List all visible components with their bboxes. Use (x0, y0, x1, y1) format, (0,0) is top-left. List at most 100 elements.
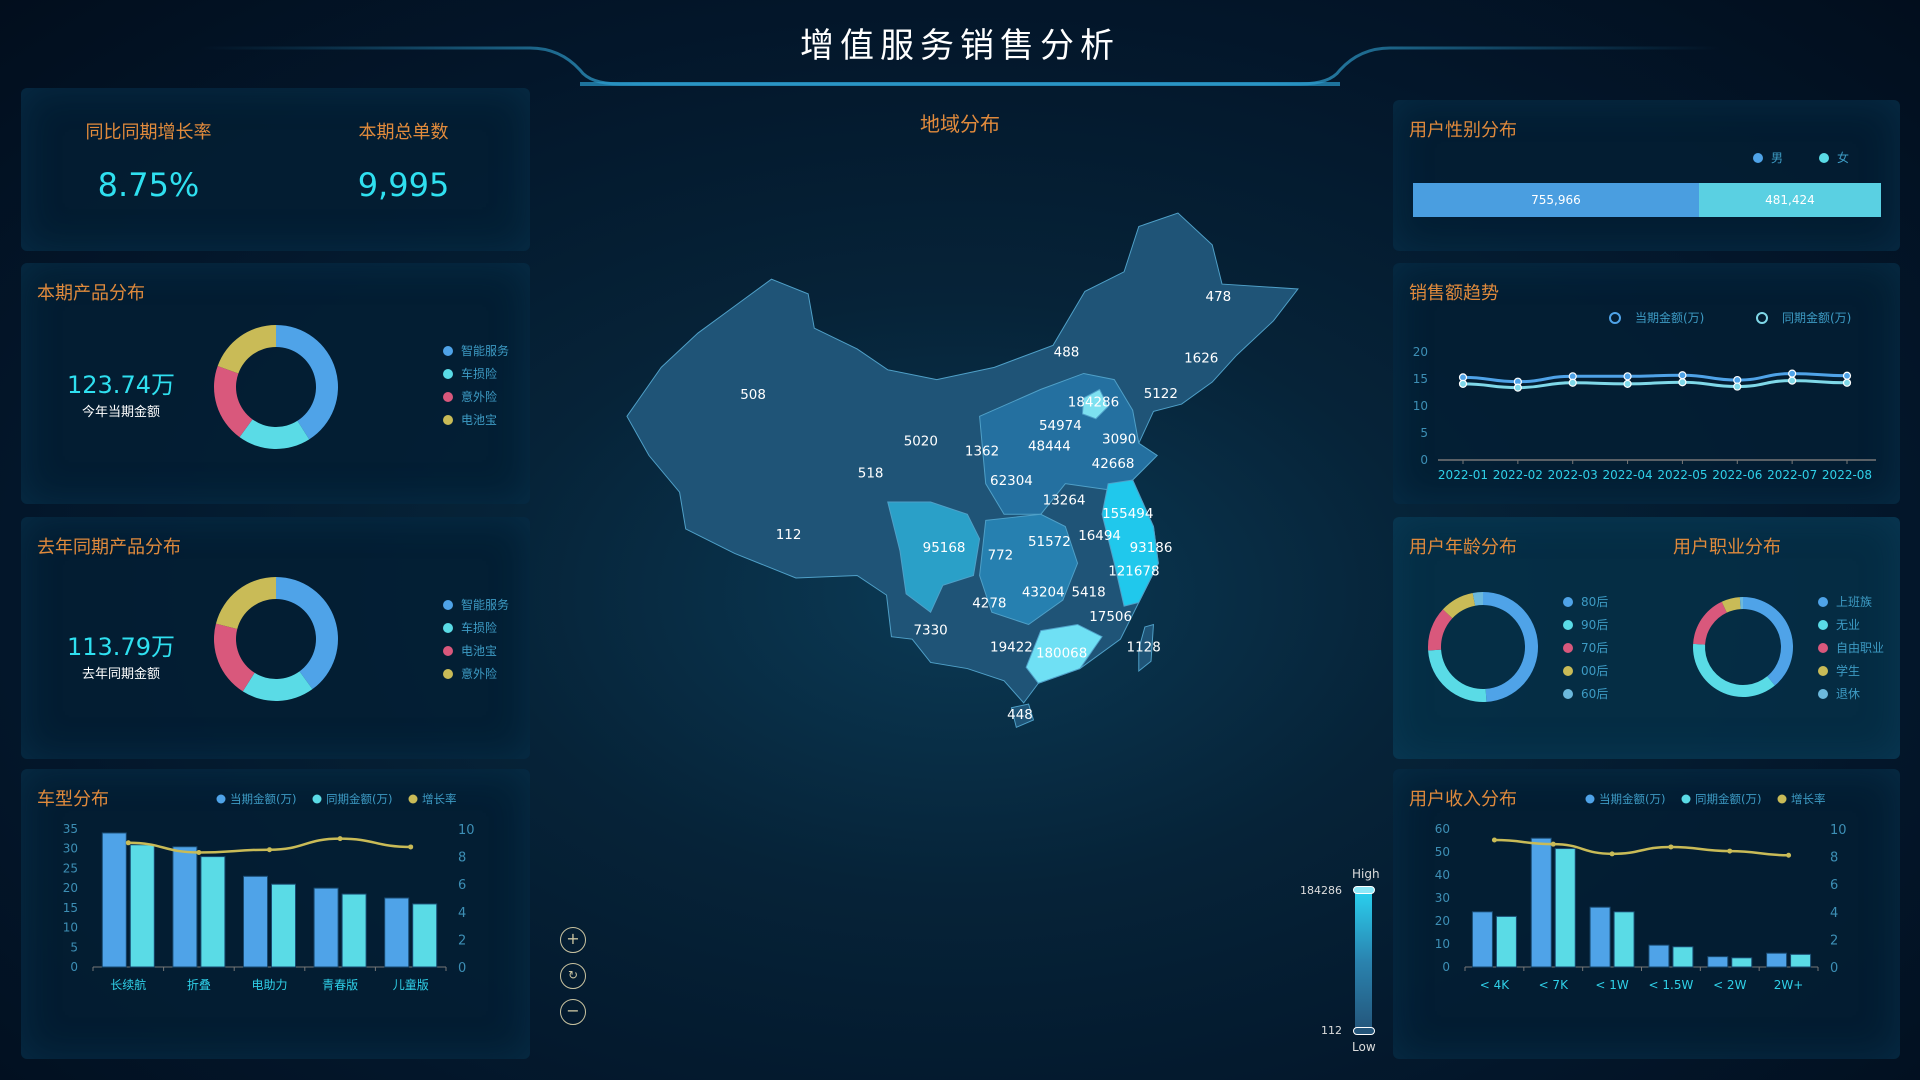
jiangsu-region[interactable] (1101, 479, 1159, 607)
line-point[interactable] (1513, 383, 1522, 392)
bar[interactable] (200, 856, 226, 968)
bar[interactable] (1530, 837, 1552, 968)
line-point[interactable] (1623, 379, 1632, 388)
legend-item[interactable]: 车损险 (443, 362, 509, 385)
bar[interactable] (1731, 957, 1753, 968)
male-segment[interactable]: 755,966 (1413, 183, 1699, 217)
line-point[interactable] (267, 847, 272, 853)
line-point[interactable] (1458, 379, 1468, 388)
line-point[interactable] (1550, 841, 1556, 847)
legend-label[interactable]: 当期金额(万) (1599, 792, 1665, 806)
legend-label[interactable]: 增长率 (422, 792, 457, 806)
donut-slice[interactable] (1483, 592, 1538, 702)
donut-slice[interactable] (1428, 609, 1453, 651)
line-point[interactable] (1668, 844, 1674, 850)
legend-item[interactable]: 电池宝 (443, 639, 509, 662)
line-point[interactable] (125, 840, 131, 846)
bar[interactable] (412, 903, 438, 968)
legend-item[interactable]: 智能服务 (443, 339, 509, 362)
bar[interactable] (271, 883, 297, 968)
bar[interactable] (1648, 944, 1670, 968)
legend-item[interactable]: 车损险 (443, 616, 509, 639)
legend-item[interactable]: 意外险 (443, 662, 509, 685)
donut-slice[interactable] (1743, 597, 1793, 686)
line-point[interactable] (408, 844, 414, 850)
bar[interactable] (384, 897, 410, 968)
bar[interactable] (1589, 906, 1611, 968)
zoom-out-button[interactable]: − (560, 999, 586, 1025)
line-point[interactable] (1491, 837, 1497, 843)
visualmap-low-handle[interactable] (1353, 1027, 1375, 1035)
bar[interactable] (129, 844, 155, 968)
line-point[interactable] (337, 836, 343, 842)
line-point[interactable] (1842, 378, 1852, 387)
line-point[interactable] (1788, 376, 1797, 385)
donut-slice[interactable] (1693, 601, 1727, 645)
donut-slice[interactable] (214, 365, 253, 438)
donut-slice[interactable] (242, 671, 313, 701)
female-segment[interactable]: 481,424 (1698, 183, 1881, 217)
legend-item[interactable]: 60后 (1563, 682, 1608, 705)
line-point[interactable] (1786, 852, 1792, 858)
bar[interactable] (341, 893, 367, 968)
legend-item[interactable]: 电池宝 (443, 408, 509, 431)
bar[interactable] (242, 875, 269, 968)
bar[interactable] (1554, 848, 1576, 968)
line-point[interactable] (1678, 378, 1687, 387)
guangdong-region[interactable] (1025, 623, 1103, 684)
legend-item[interactable]: 智能服务 (443, 593, 509, 616)
legend-item[interactable]: 90后 (1563, 613, 1608, 636)
legend-label[interactable]: 当期金额(万) (1635, 310, 1704, 325)
legend-label[interactable]: 增长率 (1791, 792, 1826, 806)
bar[interactable] (101, 832, 127, 968)
bar[interactable] (1495, 915, 1517, 968)
line-point[interactable] (1568, 378, 1577, 387)
legend-item[interactable]: 意外险 (443, 385, 509, 408)
legend-label[interactable]: 同期金额(万) (1695, 792, 1761, 806)
bar[interactable] (172, 846, 198, 968)
bar[interactable] (1790, 953, 1812, 968)
sichuan-region[interactable] (887, 501, 981, 614)
visualmap-high-handle[interactable] (1353, 886, 1375, 894)
legend-item[interactable]: 退休 (1818, 682, 1884, 705)
bar[interactable] (1613, 911, 1635, 968)
beijing-region[interactable] (1081, 388, 1109, 420)
donut-slice[interactable] (1428, 649, 1487, 702)
line-point[interactable] (196, 849, 202, 855)
donut-slice[interactable] (217, 325, 276, 374)
central-region[interactable] (979, 513, 1079, 626)
legend-item[interactable]: 自由职业 (1818, 636, 1884, 659)
donut-slice[interactable] (1472, 592, 1483, 606)
mainland-region[interactable] (626, 212, 1299, 704)
legend-item[interactable]: 学生 (1818, 659, 1884, 682)
legend-label[interactable]: 同期金额(万) (1782, 310, 1851, 325)
bar[interactable] (1672, 946, 1694, 968)
legend-label[interactable]: 同期金额(万) (326, 792, 392, 806)
line-point[interactable] (1733, 382, 1742, 391)
reset-button[interactable]: ↻ (560, 963, 586, 989)
line-point[interactable] (1609, 851, 1615, 857)
legend-item[interactable]: 无业 (1818, 613, 1884, 636)
bar[interactable] (1766, 952, 1788, 968)
taiwan-region[interactable] (1138, 623, 1155, 673)
donut-slice[interactable] (215, 577, 276, 630)
legend-item[interactable]: 上班族 (1818, 590, 1884, 613)
donut-slice[interactable] (1693, 643, 1775, 697)
bar[interactable] (1471, 911, 1493, 968)
legend-item[interactable]: 00后 (1563, 659, 1608, 682)
donut-slice[interactable] (276, 325, 338, 440)
legend-item[interactable]: 70后 (1563, 636, 1608, 659)
donut-slice[interactable] (239, 419, 310, 449)
legend-female[interactable]: 女 (1819, 146, 1849, 169)
legend-label[interactable]: 当期金额(万) (230, 792, 296, 806)
donut-slice[interactable] (276, 577, 338, 690)
donut-slice[interactable] (214, 623, 255, 692)
donut-slice[interactable] (1739, 597, 1743, 610)
north-region[interactable] (979, 372, 1158, 515)
legend-male[interactable]: 男 (1753, 146, 1783, 169)
line-point[interactable] (1727, 848, 1733, 854)
donut-slice[interactable] (1442, 592, 1476, 619)
bar[interactable] (313, 887, 339, 968)
donut-slice[interactable] (1721, 597, 1741, 613)
